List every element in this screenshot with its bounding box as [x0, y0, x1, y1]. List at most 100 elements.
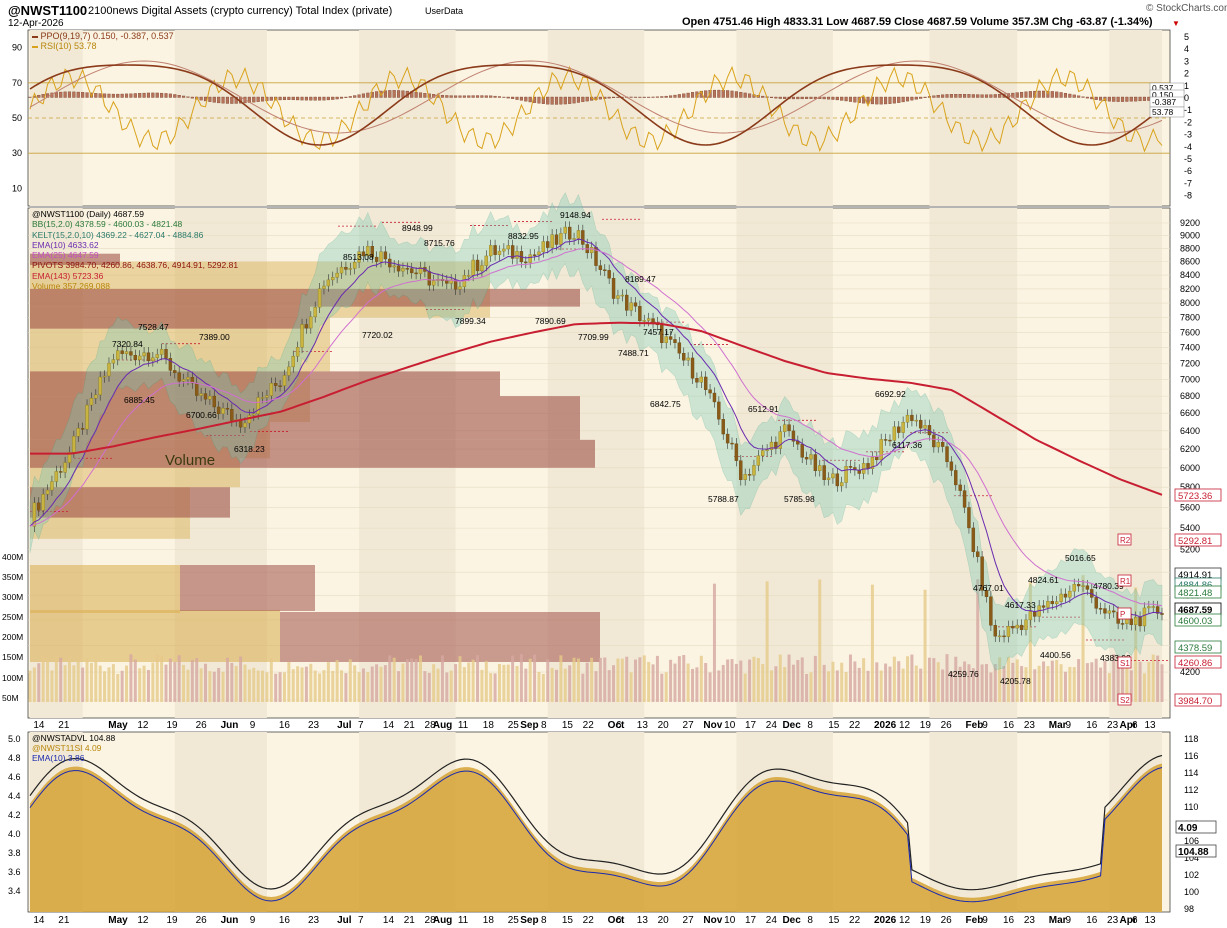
volume-bar: [326, 662, 330, 702]
candle-body: [725, 433, 730, 444]
x-axis-label-bottom: 13: [1145, 915, 1157, 926]
ppo-histogram-bar: [344, 96, 348, 98]
volume-bar: [906, 656, 910, 702]
volume-bar: [366, 672, 370, 702]
candle-body: [932, 434, 936, 448]
candle-body: [392, 265, 396, 268]
candle-body: [410, 268, 414, 274]
volume-bar: [234, 665, 238, 702]
volume-bar: [1116, 654, 1120, 702]
ppo-legend: PPO(9,19,7) 0.150, -0.387, 0.537: [32, 31, 174, 41]
ppo-histogram-bar: [958, 94, 962, 98]
ppo-histogram-bar: [537, 96, 541, 104]
ppo-histogram-bar: [445, 95, 449, 98]
breadth-left-tick: 5.0: [8, 734, 21, 744]
ppo-histogram-bar: [304, 96, 308, 101]
ppo-histogram-bar: [1094, 96, 1098, 100]
volume-bar: [756, 657, 760, 702]
ppo-histogram-bar: [612, 96, 616, 99]
ppo-histogram-bar: [375, 91, 379, 98]
candle-body: [1015, 624, 1019, 629]
volume-bar: [204, 663, 208, 702]
candle-body: [668, 336, 673, 340]
ppo-histogram-bar: [366, 92, 370, 98]
volume-bar: [734, 663, 738, 702]
x-axis-label-bottom: 10: [724, 915, 736, 926]
breadth-right-tick: 112: [1184, 785, 1198, 795]
volume-bar: [1011, 662, 1015, 702]
x-axis-label-bottom: 6: [1132, 915, 1138, 926]
ppo-histogram-bar: [1129, 96, 1133, 102]
x-axis-label-bottom: 12: [899, 915, 911, 926]
ppo-histogram-bar: [1059, 92, 1063, 98]
volume-bar: [848, 654, 852, 702]
candle-body: [550, 234, 554, 248]
breadth-tag: 4.09: [1178, 823, 1198, 834]
volume-bar: [884, 663, 888, 702]
ppo-histogram-bar: [932, 95, 936, 98]
volume-bar: [594, 671, 598, 702]
candle-body: [203, 393, 208, 400]
candle-body: [304, 324, 309, 329]
volume-tick-label: 50M: [2, 693, 19, 703]
x-axis-label: 26: [941, 720, 953, 731]
volume-bar: [813, 655, 817, 702]
ppo-histogram-bar: [28, 96, 32, 98]
ppo-histogram-bar: [454, 95, 458, 98]
volume-bar: [1077, 659, 1081, 702]
x-axis-label-bottom: 27: [683, 915, 695, 926]
month-band: [929, 208, 1018, 718]
candle-body: [633, 302, 638, 307]
breadth-left-tick: 4.6: [8, 772, 21, 782]
ppo-histogram-bar: [769, 96, 774, 98]
x-axis-label: 9: [250, 720, 256, 731]
volume-bar: [835, 670, 839, 702]
candle-body: [159, 349, 164, 355]
candle-body: [984, 590, 989, 597]
volume-bar: [243, 664, 247, 702]
candle-body: [59, 471, 63, 473]
candle-body: [54, 471, 59, 482]
ppo-histogram-bar: [739, 92, 743, 98]
indicator-tag: 0.150: [1152, 90, 1174, 100]
ppo-histogram-bar: [278, 96, 282, 101]
candle-body: [76, 428, 80, 437]
ppo-histogram-bar: [870, 96, 874, 105]
candle-body: [366, 246, 370, 257]
volume-bar: [568, 665, 572, 702]
price-annotation: 5785.98: [784, 494, 815, 504]
candle-body: [699, 376, 704, 383]
candle-body: [664, 336, 668, 343]
ppo-histogram-bar: [844, 96, 848, 102]
volume-bar: [85, 658, 89, 702]
volume-bar: [563, 668, 567, 702]
volume-bar: [98, 665, 102, 702]
candle-body: [997, 635, 1002, 638]
candle-body: [282, 375, 287, 386]
candle-body: [300, 324, 304, 348]
volume-bar: [980, 664, 984, 702]
volume-bar: [1050, 660, 1054, 702]
volume-bar: [528, 658, 532, 702]
volume-bar: [401, 663, 405, 702]
ppo-histogram-bar: [59, 91, 63, 98]
candle-body: [993, 625, 997, 637]
x-axis-label-bottom: 23: [1024, 915, 1036, 926]
rsi-swatch-icon: [32, 45, 38, 48]
ppo-histogram-bar: [664, 95, 668, 98]
x-axis-label: 16: [279, 720, 291, 731]
volume-bar: [625, 656, 629, 702]
ppo-histogram-bar: [260, 96, 265, 102]
price-annotation: 8948.99: [402, 223, 433, 233]
candle-body: [572, 238, 576, 240]
ppo-histogram-bar: [392, 90, 396, 98]
volume-bar: [897, 661, 901, 702]
ppo-histogram-bar: [1142, 96, 1146, 101]
x-axis-label-bottom: 24: [766, 915, 778, 926]
volume-bar: [730, 659, 734, 702]
candle-body: [107, 362, 111, 377]
candle-body: [567, 226, 572, 240]
indicator-tag: 53.78: [1152, 107, 1174, 117]
volume-bar: [686, 663, 690, 702]
volume-tick-label: 200M: [2, 632, 23, 642]
